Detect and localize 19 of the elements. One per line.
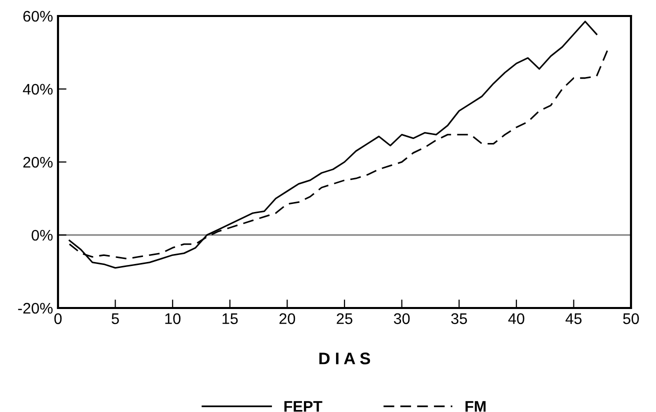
x-tick-label: 20 (279, 313, 296, 324)
y-tick-label: 40% (22, 84, 53, 95)
x-tick-label: 35 (451, 313, 467, 324)
x-tick-label: 50 (623, 313, 639, 324)
y-tick-label: 60% (23, 10, 53, 22)
x-tick-label: 45 (566, 313, 582, 324)
x-tick-label: 30 (394, 313, 410, 324)
x-tick-label: 10 (165, 313, 180, 324)
legend-label: FM (466, 401, 486, 412)
y-tick-label: 0% (32, 230, 53, 241)
y-tick-label: -20% (18, 302, 53, 314)
x-tick-label: 0 (54, 313, 62, 324)
x-tick-label: 15 (222, 313, 238, 324)
y-tick-label: 20% (23, 156, 53, 168)
legend-label: FEPT (284, 401, 322, 412)
x-tick-label: 5 (112, 313, 119, 324)
x-axis-title: D I A S (319, 352, 370, 364)
x-tick-label: 25 (336, 313, 352, 324)
x-tick-label: 40 (508, 313, 524, 324)
